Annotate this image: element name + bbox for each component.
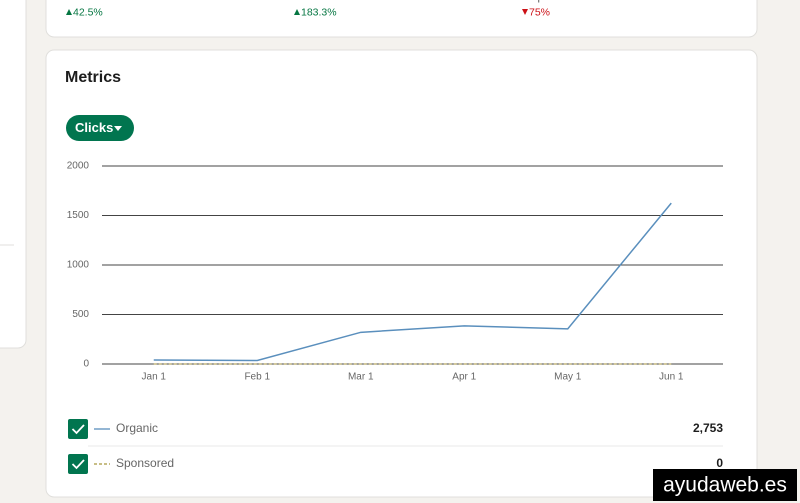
x-tick-label: Mar 1	[348, 372, 374, 383]
x-tick-label: Apr 1	[452, 372, 476, 383]
x-tick-label: May 1	[554, 372, 582, 383]
stat-change: 75%	[529, 6, 550, 18]
dropdown-label[interactable]: Clicks	[75, 120, 113, 135]
legend-total: 0	[716, 456, 723, 470]
stat-label: Reposts	[522, 0, 566, 3]
sidebar-card	[0, 0, 27, 349]
y-tick-label: 500	[72, 309, 89, 320]
y-tick-label: 2000	[67, 161, 90, 172]
legend-label: Organic	[116, 421, 158, 435]
dropdown-caret	[114, 126, 122, 131]
arrow-up	[66, 9, 72, 15]
x-tick-label: Jan 1	[142, 372, 167, 383]
stat-change: 183.3%	[301, 6, 337, 18]
stats-card	[45, 0, 758, 38]
section-title: Metrics	[65, 69, 121, 86]
y-tick-label: 0	[83, 359, 89, 370]
stat-label: Comments	[294, 0, 352, 3]
legend-checkbox[interactable]	[68, 454, 88, 474]
stat-label: Reactions	[66, 0, 119, 3]
metric-dropdown[interactable]: Clicks	[66, 115, 134, 141]
watermark-box	[653, 469, 797, 501]
legend-total: 2,753	[693, 421, 723, 435]
metrics-card	[45, 49, 758, 498]
legend-checkbox[interactable]	[68, 419, 88, 439]
watermark: ayudaweb.es	[663, 474, 787, 497]
y-tick-label: 1500	[67, 210, 90, 221]
arrow-down	[522, 9, 528, 15]
stat-change: 42.5%	[73, 6, 103, 18]
check-icon	[71, 424, 85, 435]
arrow-up	[294, 9, 300, 15]
series-line	[153, 202, 672, 362]
x-tick-label: Feb 1	[244, 372, 270, 383]
x-tick-label: Jun 1	[659, 372, 684, 383]
legend-label: Sponsored	[116, 456, 174, 470]
check-icon	[71, 459, 85, 470]
y-tick-label: 1000	[67, 260, 90, 271]
dropdown-button[interactable]	[66, 115, 134, 141]
